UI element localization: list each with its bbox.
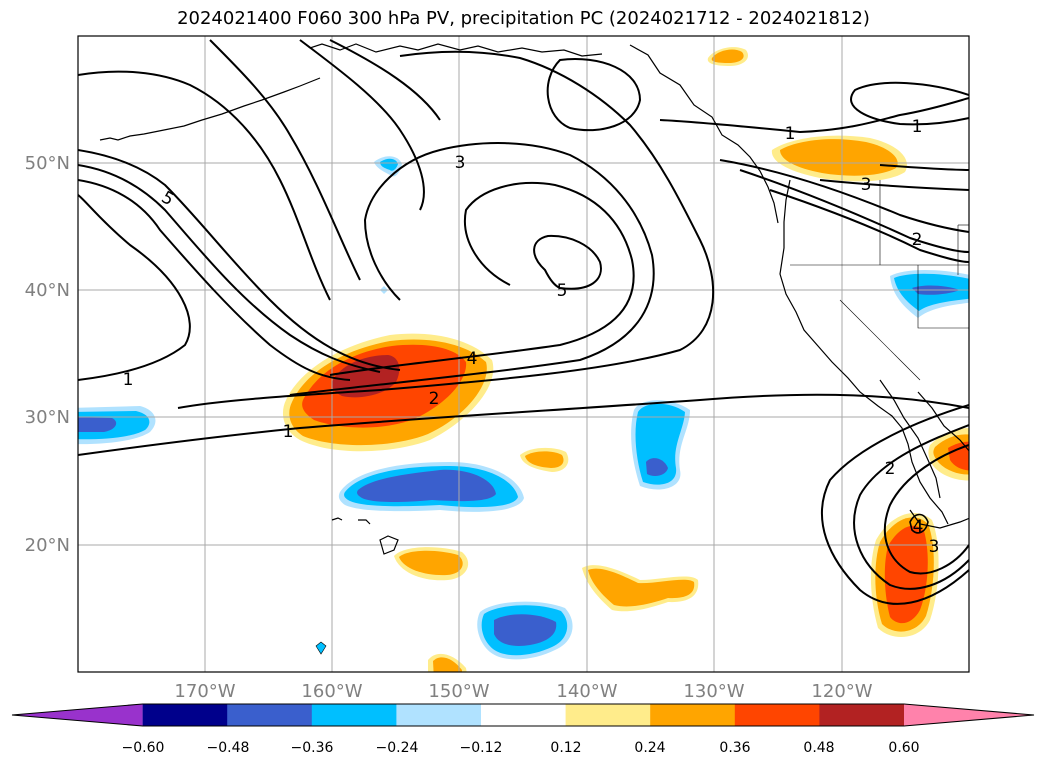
contour-label: 2 — [912, 230, 923, 250]
latitude-labels: 50°N 40°N 30°N 20°N — [25, 153, 70, 556]
pv-contour-ne-b — [739, 169, 969, 253]
colorbar-tick-label: −0.36 — [291, 740, 334, 756]
pv-contour-west-b — [78, 164, 381, 373]
lat-label-20n: 20°N — [25, 535, 70, 556]
lon-label-170w: 170°W — [174, 681, 235, 702]
colorbar: −0.60 −0.48 −0.36 −0.24 −0.12 0.12 0.24 … — [11, 703, 1035, 756]
precip-neg-central-blue — [357, 469, 496, 503]
lon-label-130w: 130°W — [683, 681, 744, 702]
longitude-labels: 170°W 160°W 150°W 140°W 130°W 120°W — [174, 681, 872, 702]
precip-neg-dot-2 — [315, 641, 327, 655]
colorbar-tick-label: −0.48 — [207, 740, 250, 756]
precip-mexico-east-red — [948, 441, 969, 471]
contour-label: 3 — [455, 153, 466, 173]
colorbar-tick-label: 0.36 — [719, 740, 750, 756]
lat-label-50n: 50°N — [25, 153, 70, 174]
precip-positive-shading — [282, 47, 969, 672]
map-frame — [77, 35, 970, 673]
pv-contour-1-ne — [659, 97, 969, 134]
pv-contour-1-south — [78, 393, 969, 456]
colorbar-tick-label: −0.12 — [460, 740, 503, 756]
colorbar-cell — [396, 704, 482, 726]
precip-mexico-west-red — [884, 525, 928, 624]
colorbar-extend-low — [12, 704, 143, 726]
precip-neg-west-blue — [78, 417, 117, 432]
contour-label: 2 — [885, 459, 896, 479]
pv-contour-1-west — [78, 194, 191, 381]
pv-contour-west-a — [78, 149, 401, 371]
precip-small-east-orange — [525, 451, 564, 468]
pv-contours — [78, 39, 969, 605]
precip-neg-south-blue — [494, 614, 557, 646]
pv-contour-5 — [533, 234, 602, 290]
colorbar-cell — [227, 704, 313, 726]
colorbar-cell — [142, 704, 228, 726]
precip-neg-east-blue — [646, 458, 668, 476]
pv-contour-ne-e — [879, 164, 969, 171]
colorbar-tick-label: −0.60 — [122, 740, 165, 756]
lon-label-160w: 160°W — [301, 681, 362, 702]
lon-label-120w: 120°W — [811, 681, 872, 702]
precip-top-small-orange — [711, 49, 744, 63]
colorbar-cells — [11, 703, 1035, 727]
contour-label: 4 — [467, 349, 478, 369]
contour-label: 5 — [557, 281, 568, 301]
pv-contour-ne-c — [769, 189, 969, 263]
contour-label: 1 — [785, 124, 796, 144]
pv-contour-north-a — [78, 70, 331, 301]
precip-hawaii-orange — [399, 550, 463, 576]
colorbar-cell — [481, 704, 567, 726]
pv-contour-ne-a — [719, 159, 969, 233]
pv-contour-1-ring — [850, 81, 969, 126]
colorbar-tick-label: 0.24 — [634, 740, 665, 756]
colorbar-tick-labels: −0.60 −0.48 −0.36 −0.24 −0.12 0.12 0.24 … — [122, 740, 920, 756]
contour-label: 1 — [912, 117, 923, 137]
precip-band-central-core — [332, 355, 400, 398]
pv-contour-3 — [289, 142, 655, 396]
pv-contour-se-b — [853, 424, 969, 590]
colorbar-cell — [819, 704, 905, 726]
precip-south-bottom-orange — [433, 657, 462, 672]
colorbar-cell — [734, 704, 820, 726]
precip-neg-alaska-cyan — [380, 158, 398, 171]
map-background — [78, 36, 969, 672]
pv-contour-north-d — [329, 39, 441, 121]
colorbar-cell — [565, 704, 651, 726]
contour-label: 2 — [429, 389, 440, 409]
pv-contour-ne-d — [819, 179, 969, 191]
pv-contour-north-b — [209, 39, 361, 281]
precip-nw-coast-orange — [780, 139, 898, 176]
colorbar-tick-label: 0.12 — [550, 740, 581, 756]
colorbar-cell — [311, 704, 397, 726]
pv-contour-4 — [329, 182, 635, 376]
lon-label-150w: 150°W — [428, 681, 489, 702]
pv-contour-se-c — [883, 444, 969, 575]
contour-label: 1 — [123, 370, 134, 390]
pv-contour-west-c — [78, 179, 351, 381]
colorbar-extend-high — [904, 704, 1034, 726]
colorbar-tick-label: 0.48 — [803, 740, 834, 756]
plot-title: 2024021400 F060 300 hPa PV, precipitatio… — [177, 8, 870, 29]
coastlines — [99, 39, 969, 555]
colorbar-tick-label: 0.60 — [888, 740, 919, 756]
pv-contour-se-hook — [909, 513, 929, 534]
colorbar-cell — [650, 704, 736, 726]
contour-label: 1 — [283, 422, 294, 442]
contour-label: 3 — [861, 175, 872, 195]
pv-contour-north-c — [299, 39, 425, 211]
contour-label: 3 — [929, 537, 940, 557]
lon-label-140w: 140°W — [556, 681, 617, 702]
colorbar-outline — [11, 703, 1035, 727]
lat-label-40n: 40°N — [25, 280, 70, 301]
precip-negative-shading — [78, 156, 969, 660]
pv-contour-2 — [177, 50, 715, 409]
colorbar-tick-label: −0.24 — [376, 740, 419, 756]
pv-contour-se-a — [821, 404, 969, 605]
pv-contour-north-blob — [546, 58, 642, 132]
lat-label-30n: 30°N — [25, 407, 70, 428]
contour-label: 4 — [913, 517, 924, 537]
precip-south-mid-orange — [588, 568, 695, 607]
gridlines — [78, 36, 969, 672]
